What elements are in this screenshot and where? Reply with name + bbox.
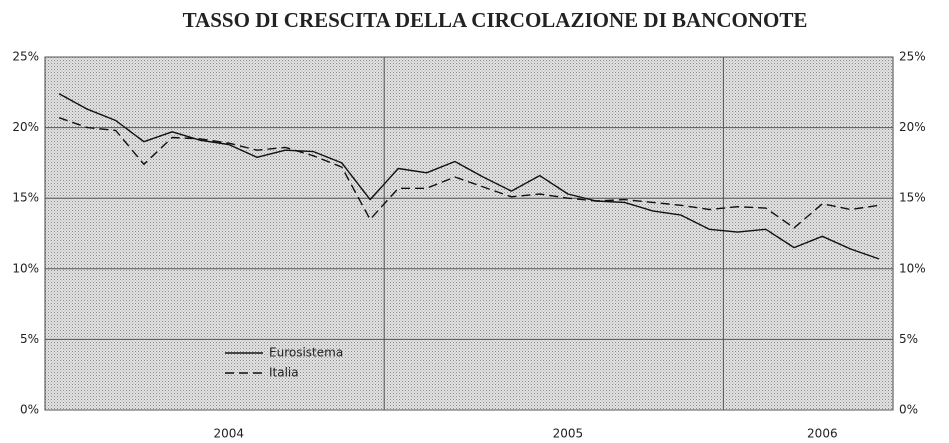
x-tick-label: 2005 [553,427,584,441]
y2-tick-label: 25% [899,50,926,64]
x-tick-label: 2006 [807,427,838,441]
chart-title: TASSO DI CRESCITA DELLA CIRCOLAZIONE DI … [183,8,808,32]
y2-tick-label: 10% [899,261,926,275]
y2-tick-label: 5% [899,332,918,346]
series-line [58,117,880,229]
plot-area [44,56,894,411]
y2-tick-label: 0% [899,403,918,417]
y-tick-label: 20% [12,120,39,134]
y-tick-label: 5% [20,332,39,346]
x-tick-label: 2004 [213,427,244,441]
y-tick-label: 10% [12,261,39,275]
y2-tick-label: 20% [899,120,926,134]
y-tick-label: 0% [20,403,39,417]
legend-label: Eurosistema [269,346,343,360]
y2-tick-label: 15% [899,191,926,205]
series-line [58,93,880,260]
legend-label: Italia [269,366,299,380]
y-tick-label: 25% [12,50,39,64]
y-tick-label: 15% [12,191,39,205]
